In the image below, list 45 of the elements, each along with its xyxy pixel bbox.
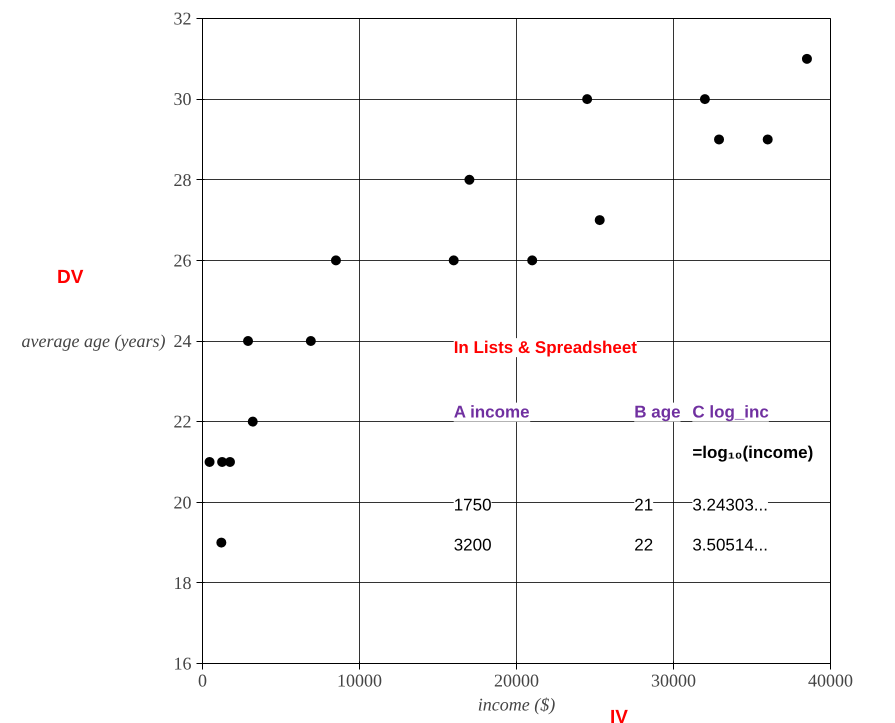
annotation: 3.24303... xyxy=(692,495,768,514)
x-tick-label: 40000 xyxy=(808,670,853,690)
y-tick-label: 20 xyxy=(174,492,192,512)
point xyxy=(582,94,592,104)
point xyxy=(243,336,254,346)
annotation: 3.50514... xyxy=(692,536,768,555)
y-tick-label: 26 xyxy=(174,250,192,270)
point xyxy=(700,94,710,104)
text: DV xyxy=(57,267,84,289)
annotation: A income xyxy=(454,402,530,422)
x-tick-label: 0 xyxy=(198,670,207,690)
annotation: 3200 xyxy=(454,536,492,555)
y-tick-label: 30 xyxy=(174,89,192,110)
annotation: 22 xyxy=(634,536,654,555)
y-tick-label: 28 xyxy=(174,170,192,190)
point xyxy=(448,255,459,266)
point xyxy=(224,456,235,467)
point xyxy=(464,174,474,185)
point xyxy=(248,416,258,427)
point xyxy=(714,134,724,144)
y-axis-title: average age (years) xyxy=(22,331,166,351)
annotation: =log₁₀(income) xyxy=(692,442,814,462)
y-tick-label: 16 xyxy=(174,654,192,674)
point xyxy=(306,336,316,346)
point xyxy=(216,538,226,548)
x-tick-label: 30000 xyxy=(651,670,696,690)
point xyxy=(762,134,773,144)
point xyxy=(527,255,538,266)
point xyxy=(802,54,812,64)
x-axis-title: income ($) xyxy=(478,694,556,714)
annotation: In Lists & Spreadsheet xyxy=(454,338,638,358)
y-tick-label: 24 xyxy=(174,331,192,351)
x-tick-label: 20000 xyxy=(494,670,539,690)
annotation: C log_inc xyxy=(692,402,769,422)
annotation: 1750 xyxy=(454,495,492,514)
y-tick-label: 32 xyxy=(174,8,192,28)
point xyxy=(594,215,605,226)
annotation: B age xyxy=(634,402,681,422)
text: IV xyxy=(610,707,628,723)
x-tick-label: 10000 xyxy=(337,670,382,690)
y-tick-label: 18 xyxy=(174,572,192,593)
point xyxy=(330,255,341,266)
point xyxy=(204,456,215,467)
annotation: 21 xyxy=(634,495,654,514)
y-tick-label: 22 xyxy=(174,412,192,432)
